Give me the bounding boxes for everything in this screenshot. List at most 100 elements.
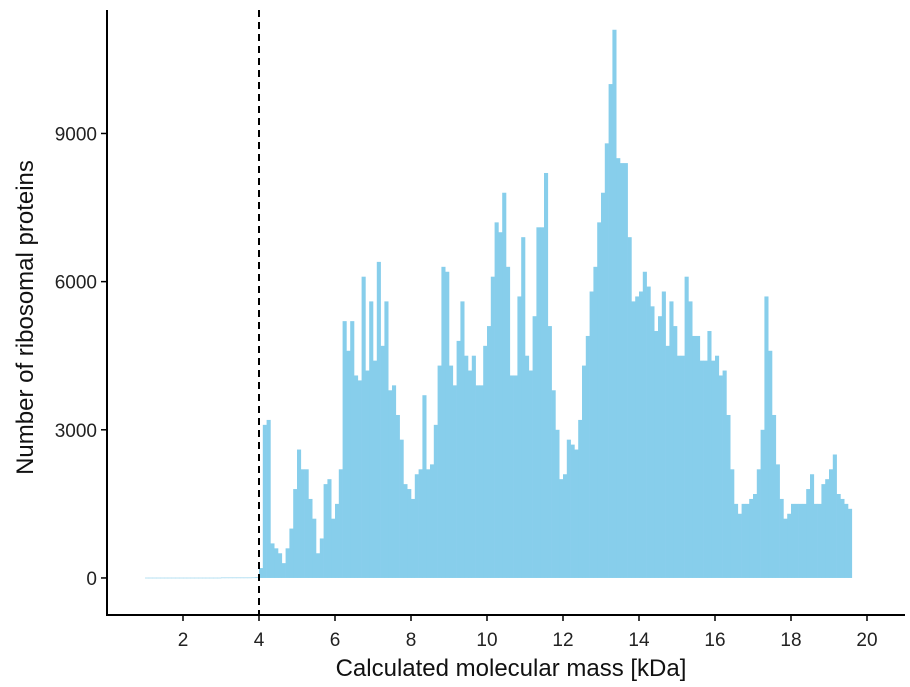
histogram-bar [582, 365, 587, 578]
histogram-bar [312, 518, 317, 578]
histogram-bar [623, 163, 628, 578]
histogram-bar [471, 355, 476, 578]
histogram-bar [255, 577, 260, 578]
histogram-bar [722, 370, 727, 578]
histogram-bar [380, 345, 385, 578]
histogram-bar [654, 331, 659, 578]
histogram-bar [764, 296, 769, 578]
histogram-bar [585, 335, 590, 578]
histogram-bar [669, 301, 674, 578]
histogram-bar [327, 479, 332, 578]
histogram-bar [673, 326, 678, 578]
histogram-bar [395, 414, 400, 578]
histogram-bar [350, 321, 355, 578]
histogram-bar [551, 390, 556, 578]
histogram-bar [726, 414, 731, 578]
histogram-bar [547, 326, 552, 578]
histogram-bar [528, 370, 533, 578]
histogram-bar [718, 375, 723, 578]
histogram-bar [335, 503, 340, 578]
histogram-bar [506, 266, 511, 578]
histogram-bar [411, 498, 416, 578]
histogram-bar [836, 494, 841, 578]
histogram-bar [483, 345, 488, 578]
histogram-bar [661, 291, 666, 578]
histogram-bar [658, 316, 663, 578]
x-tick-label: 8 [406, 630, 417, 651]
histogram-bar [338, 469, 343, 578]
histogram-bar [449, 365, 454, 578]
histogram-bar [392, 385, 397, 578]
histogram-bar [544, 172, 549, 578]
histogram-bar [574, 449, 579, 578]
histogram-bar [319, 538, 324, 578]
histogram-bar [145, 577, 150, 579]
histogram-bar [810, 474, 815, 578]
histogram-bar [179, 577, 184, 579]
histogram-bar [741, 503, 746, 578]
histogram-bar [787, 513, 792, 578]
histogram-bar [186, 577, 191, 579]
histogram-bar [760, 429, 765, 578]
histogram-bar [802, 503, 807, 578]
x-tick-label: 16 [704, 630, 725, 651]
histogram-bar [646, 286, 651, 578]
histogram-bar [156, 577, 161, 579]
histogram-bar [555, 429, 560, 578]
histogram-bar [403, 484, 408, 578]
histogram-bar [224, 577, 229, 579]
histogram-bar [266, 419, 271, 578]
histogram-bar [361, 276, 366, 578]
histogram-bar [772, 414, 777, 578]
histogram-bar [464, 355, 469, 578]
histogram-bar [183, 577, 188, 579]
histogram-bar [414, 474, 419, 578]
histogram-bar [840, 498, 845, 578]
histogram-bar [768, 350, 773, 578]
histogram-bar [331, 518, 336, 578]
histogram-bar [753, 494, 758, 578]
histogram-bar [608, 84, 613, 578]
histogram-bar [460, 301, 465, 578]
histogram-bar [475, 385, 480, 578]
histogram-bar [570, 444, 575, 578]
histogram-bar [300, 469, 305, 578]
histogram-bar [437, 365, 442, 578]
histogram-bar [563, 474, 568, 578]
histogram-bar [848, 508, 853, 578]
histogram-bar [213, 577, 218, 579]
histogram-bar [304, 469, 309, 578]
histogram-bar [281, 563, 286, 578]
histogram-bar [228, 577, 233, 579]
histogram-bar [236, 577, 241, 579]
y-ticks-group: 0 3000 6000 9000 [55, 124, 107, 590]
histogram-bar [832, 454, 837, 578]
histogram-bar [711, 360, 716, 578]
x-axis-title: Calculated molecular mass [kDa] [336, 655, 687, 682]
y-tick-label: 9000 [55, 124, 97, 145]
x-tick-label: 12 [552, 630, 573, 651]
histogram-bar [715, 355, 720, 578]
histogram-bar [190, 577, 195, 579]
histogram-bar [513, 375, 518, 578]
histogram-bar [384, 301, 389, 578]
histogram-bar [616, 158, 621, 578]
histogram-bar [388, 390, 393, 578]
y-tick-label: 0 [86, 569, 97, 590]
histogram-bar [680, 355, 685, 578]
histogram-bar [297, 449, 302, 578]
histogram-bar [365, 370, 370, 578]
histogram-bar [601, 192, 606, 578]
histogram-bar [217, 577, 222, 579]
histogram-bar [346, 350, 351, 578]
histogram-bar [620, 163, 625, 578]
histogram-bar [232, 577, 237, 579]
histogram-bar [521, 237, 526, 578]
y-tick-label: 3000 [55, 421, 97, 442]
histogram-bar [844, 503, 849, 578]
histogram-bar [487, 326, 492, 578]
histogram-bar [540, 227, 545, 578]
histogram-bar [293, 489, 298, 578]
histogram-bar [494, 222, 499, 578]
